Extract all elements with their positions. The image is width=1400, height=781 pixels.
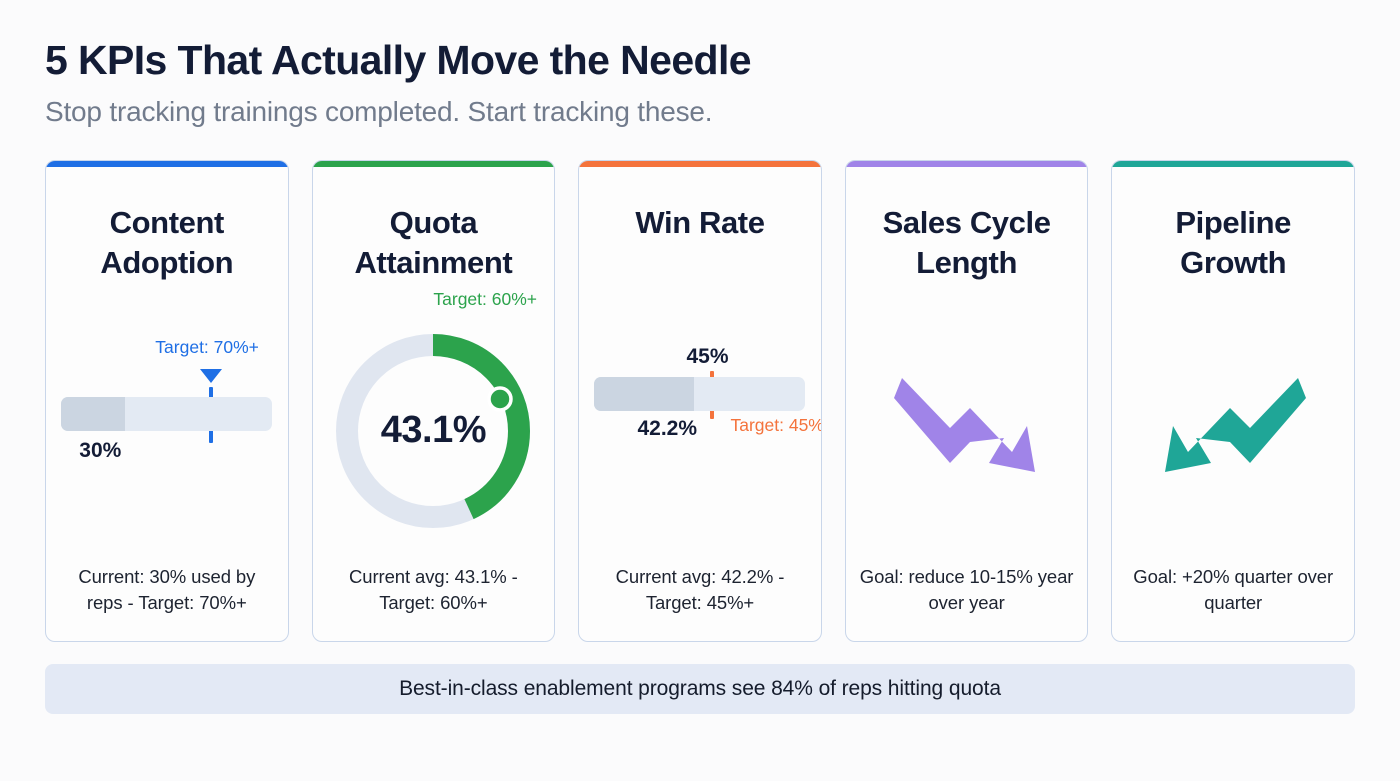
footer-banner-text: Best-in-class enablement programs see 84… (399, 677, 1001, 701)
card-title: Sales Cycle Length (882, 205, 1051, 281)
card-visual: Target: 70%+ 30% (46, 284, 288, 564)
card-accent-bar (46, 161, 288, 168)
card-footer-text: Current avg: 43.1% - Target: 60%+ (349, 566, 518, 613)
card-title: Pipeline Growth (1175, 205, 1291, 281)
gauge-fill (61, 396, 125, 431)
gauge-current-label: 30% (79, 438, 122, 462)
footer-banner: Best-in-class enablement programs see 84… (45, 664, 1355, 715)
kpi-card-sales-cycle-length[interactable]: Sales Cycle Length Goal: reduce 10-15% y… (844, 160, 1089, 643)
card-title: Quota Attainment (354, 205, 513, 281)
donut-center-value: 43.1% (380, 409, 487, 452)
card-visual: 43.1% Target: 60%+ (313, 284, 555, 564)
kpi-card-quota-attainment[interactable]: Quota Attainment 43.1% Target: 60%+ Curr… (311, 160, 556, 643)
bar-gauge-chart: Target: 70%+ 30% (61, 329, 273, 519)
target-triangle-icon (200, 368, 223, 383)
donut-target-marker (487, 386, 514, 412)
kpi-card-row: Content Adoption Target: 70%+ 30% Curren… (45, 160, 1355, 643)
gauge-target-label: Target: 45%+ (730, 414, 820, 435)
bar-gauge-chart: 45% 42.2% Target: 45%+ (594, 309, 821, 499)
kpi-card-pipeline-growth[interactable]: Pipeline Growth Goal: +20% quarter over … (1111, 160, 1355, 643)
card-accent-bar (1112, 161, 1354, 168)
page-title: 5 KPIs That Actually Move the Needle (45, 37, 752, 83)
gauge-target-value: 45% (686, 344, 729, 368)
card-accent-bar (579, 161, 821, 168)
card-accent-bar (845, 161, 1088, 168)
donut-chart: 43.1% Target: 60%+ (325, 289, 541, 539)
card-accent-bar (312, 161, 555, 168)
kpi-card-win-rate[interactable]: Win Rate 45% 42.2% Target: 45%+ Current … (578, 160, 822, 643)
card-title: Win Rate (635, 205, 765, 241)
gauge-current-label: 42.2% (637, 416, 698, 440)
donut-value-arc (336, 333, 531, 528)
card-visual: 45% 42.2% Target: 45%+ (579, 243, 821, 564)
trend-down-arrow-icon (893, 377, 1035, 472)
kpi-card-content-adoption[interactable]: Content Adoption Target: 70%+ 30% Curren… (45, 160, 289, 643)
card-footer-text: Current avg: 42.2% - Target: 45%+ (615, 566, 785, 613)
gauge-target-label: Target: 70%+ (155, 336, 259, 357)
card-footer-text: Goal: +20% quarter over quarter (1133, 566, 1334, 613)
card-visual (1112, 284, 1354, 564)
card-footer-text: Goal: reduce 10-15% year over year (859, 566, 1074, 613)
card-title: Content Adoption (100, 205, 234, 281)
gauge-track (594, 376, 806, 411)
header: 5 KPIs That Actually Move the Needle Sto… (45, 0, 1355, 128)
gauge-fill (594, 376, 694, 411)
donut-target-label: Target: 60%+ (433, 288, 537, 309)
trend-up-arrow-icon (1165, 377, 1307, 472)
page-subtitle: Stop tracking trainings completed. Start… (45, 95, 713, 127)
gauge-track (61, 396, 273, 431)
donut-svg (336, 333, 531, 528)
card-footer-text: Current: 30% used by reps - Target: 70%+ (78, 566, 256, 613)
card-visual (846, 284, 1088, 564)
